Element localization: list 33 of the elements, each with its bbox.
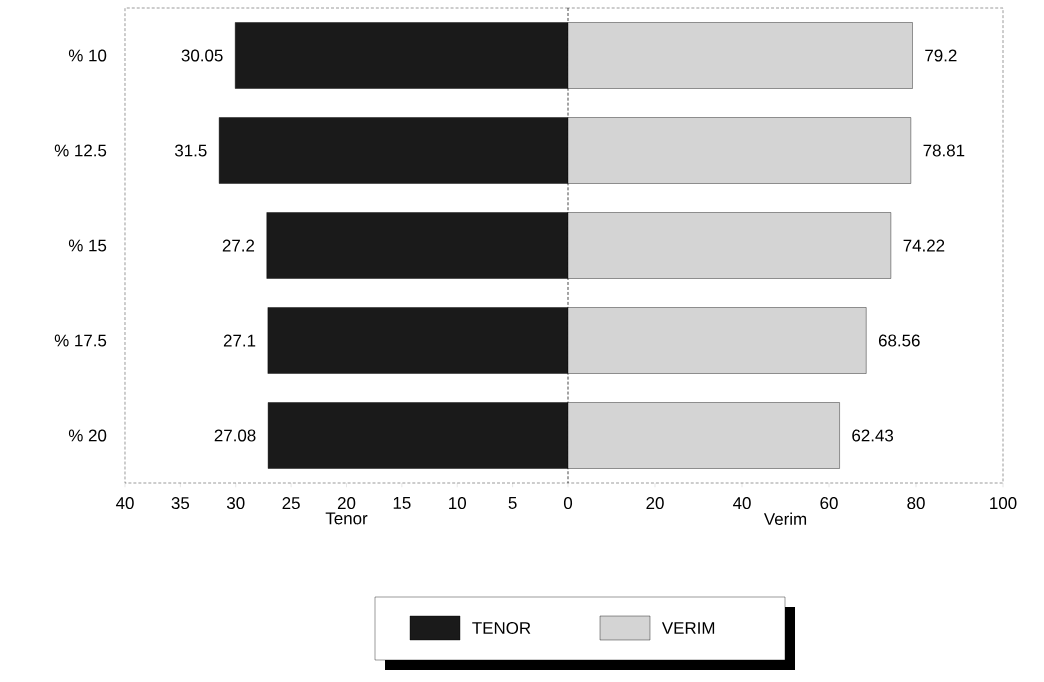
data-label: 30.05 xyxy=(181,49,223,62)
legend-label: VERIM xyxy=(661,622,715,634)
y-tick-label: % 10 xyxy=(68,49,107,62)
x-tick-label: 40 xyxy=(732,497,751,510)
x-tick-label: 15 xyxy=(393,497,411,509)
x-tick-label: 35 xyxy=(171,497,190,510)
x-axis-title: Tenor xyxy=(325,512,368,525)
data-label: 31.5 xyxy=(174,144,207,157)
y-tick-label: % 15 xyxy=(68,239,107,252)
data-label: 78.81 xyxy=(923,144,965,157)
x-tick-label: 10 xyxy=(449,497,467,510)
data-label: 27.2 xyxy=(222,239,255,252)
data-label: 27.08 xyxy=(214,429,256,442)
x-tick-label: 20 xyxy=(337,497,356,510)
x-tick-label: 25 xyxy=(282,497,300,510)
x-tick-label: 60 xyxy=(820,497,838,510)
data-label: 79.2 xyxy=(925,49,957,62)
data-label: 74.22 xyxy=(903,239,945,252)
data-label: 68.56 xyxy=(878,334,920,347)
x-tick-label: 0 xyxy=(563,497,573,510)
x-tick-label: 80 xyxy=(907,497,925,510)
x-tick-label: 100 xyxy=(990,497,1017,510)
y-tick-label: % 17.5 xyxy=(54,334,107,347)
y-tick-label: % 20 xyxy=(68,429,107,442)
data-label: 62.43 xyxy=(852,429,894,442)
y-tick-label: % 12.5 xyxy=(54,144,107,157)
data-label: 27.1 xyxy=(223,334,256,347)
x-axis-title: Verim xyxy=(763,512,807,526)
text: TENOR xyxy=(472,622,531,634)
x-tick-label: 20 xyxy=(646,497,664,510)
x-tick-label: 5 xyxy=(508,497,517,509)
x-tick-label: 30 xyxy=(226,497,245,510)
x-tick-label: 40 xyxy=(115,497,134,510)
